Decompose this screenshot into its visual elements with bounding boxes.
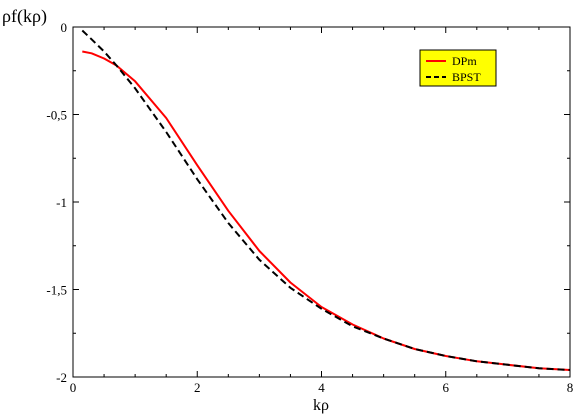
- y-tick-label: -2: [56, 370, 67, 385]
- series-group: [81, 29, 571, 371]
- y-tick-label: 0: [61, 20, 68, 35]
- x-tick-label: 8: [567, 380, 574, 395]
- legend-box: [419, 49, 497, 87]
- ticks-group: 0 2 4 6 8 0 -0,5 -1 -1,5 -2: [46, 20, 573, 395]
- y-axis-title: ρf(kρ): [2, 6, 47, 27]
- x-tick-label: 4: [318, 380, 325, 395]
- x-axis-title: kρ: [313, 397, 329, 414]
- x-tick-label: 0: [70, 380, 77, 395]
- y-tick-label: -1,5: [46, 283, 67, 298]
- y-tick-label: -0,5: [46, 108, 67, 123]
- legend-label-bpst: BPST: [452, 70, 481, 84]
- legend: DPm BPST: [419, 49, 497, 87]
- series-line-bpst: [81, 29, 571, 371]
- x-tick-label: 6: [443, 380, 450, 395]
- x-tick-label: 2: [194, 380, 201, 395]
- legend-label-dpm: DPm: [452, 54, 477, 68]
- y-tick-label: -1: [56, 195, 67, 210]
